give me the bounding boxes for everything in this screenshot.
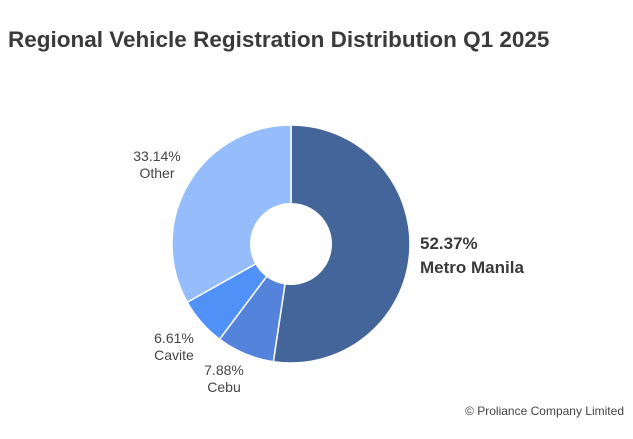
- donut-hole: [250, 203, 332, 285]
- chart-title: Regional Vehicle Registration Distributi…: [8, 27, 550, 52]
- copyright-note: © Proliance Company Limited: [465, 404, 624, 418]
- slice-label-cebu: 7.88% Cebu: [204, 362, 244, 395]
- slice-name-cebu: Cebu: [207, 379, 240, 395]
- slice-name-other: Other: [139, 165, 174, 181]
- slice-percent-other: 33.14%: [133, 148, 180, 164]
- slice-label-cavite: 6.61% Cavite: [154, 330, 194, 363]
- slice-metro-manila: [272, 124, 411, 364]
- slice-label-metro-manila: 52.37% Metro Manila: [420, 234, 524, 277]
- slice-name-metro-manila: Metro Manila: [420, 258, 524, 277]
- slice-percent-metro-manila: 52.37%: [420, 234, 478, 253]
- slice-percent-cavite: 6.61%: [154, 330, 194, 346]
- slice-percent-cebu: 7.88%: [204, 362, 244, 378]
- labels-group: 52.37% Metro Manila 7.88% Cebu 6.61% Cavite 33…: [133, 148, 524, 395]
- slice-label-other: 33.14% Other: [133, 148, 180, 181]
- slice-name-cavite: Cavite: [154, 347, 194, 363]
